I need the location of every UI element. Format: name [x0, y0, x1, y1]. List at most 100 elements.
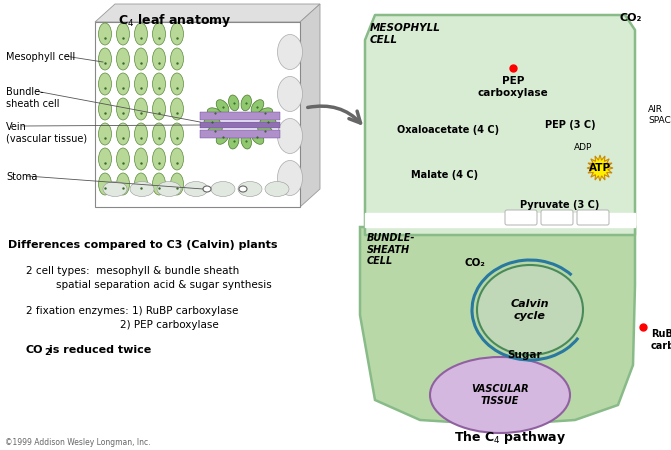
Ellipse shape [134, 123, 148, 145]
Polygon shape [360, 227, 635, 425]
Text: 2 fixation enzymes: 1) RuBP carboxylase: 2 fixation enzymes: 1) RuBP carboxylase [26, 306, 238, 316]
Text: Malate (4 C): Malate (4 C) [411, 170, 478, 180]
Ellipse shape [117, 123, 130, 145]
Ellipse shape [99, 23, 111, 45]
Text: is reduced twice: is reduced twice [49, 345, 151, 355]
Ellipse shape [204, 117, 220, 127]
Ellipse shape [134, 148, 148, 170]
Ellipse shape [170, 23, 183, 45]
Text: ATP: ATP [589, 163, 611, 173]
Text: CO: CO [26, 345, 44, 355]
Ellipse shape [152, 123, 166, 145]
Text: Differences compared to C3 (Calvin) plants: Differences compared to C3 (Calvin) plan… [8, 240, 278, 250]
Ellipse shape [241, 133, 252, 149]
FancyBboxPatch shape [200, 122, 280, 128]
Ellipse shape [203, 186, 211, 192]
Ellipse shape [103, 181, 127, 197]
Text: 2 cell types:  mesophyll & bundle sheath: 2 cell types: mesophyll & bundle sheath [26, 266, 240, 276]
Polygon shape [95, 4, 320, 22]
Text: Oxaloacetate (4 C): Oxaloacetate (4 C) [397, 125, 499, 135]
Text: BUNDLE-
SHEATH
CELL: BUNDLE- SHEATH CELL [367, 233, 415, 266]
Ellipse shape [117, 23, 130, 45]
Ellipse shape [134, 23, 148, 45]
Ellipse shape [134, 48, 148, 70]
Text: AIR
SPACE: AIR SPACE [648, 105, 671, 125]
Ellipse shape [184, 181, 208, 197]
Text: VASCULAR
TISSUE: VASCULAR TISSUE [471, 384, 529, 406]
Ellipse shape [117, 48, 130, 70]
Ellipse shape [216, 100, 229, 114]
Ellipse shape [207, 108, 222, 119]
Text: spatial separation acid & sugar synthesis: spatial separation acid & sugar synthesi… [56, 280, 272, 290]
Ellipse shape [477, 265, 583, 355]
Ellipse shape [99, 123, 111, 145]
Ellipse shape [170, 148, 183, 170]
Text: CO₂: CO₂ [464, 258, 485, 268]
FancyBboxPatch shape [200, 112, 280, 120]
Text: Bundle-
sheath cell: Bundle- sheath cell [6, 87, 60, 108]
Ellipse shape [170, 48, 183, 70]
Ellipse shape [99, 148, 111, 170]
Ellipse shape [152, 48, 166, 70]
Polygon shape [300, 4, 320, 207]
Polygon shape [365, 15, 635, 235]
Text: ADP: ADP [574, 144, 592, 153]
Ellipse shape [152, 98, 166, 120]
Ellipse shape [260, 117, 276, 127]
Text: Stoma: Stoma [6, 172, 38, 182]
Ellipse shape [229, 95, 239, 111]
Text: Calvin
cycle: Calvin cycle [511, 299, 550, 321]
Ellipse shape [430, 357, 570, 433]
Ellipse shape [99, 73, 111, 95]
Ellipse shape [117, 148, 130, 170]
Ellipse shape [117, 98, 130, 120]
Ellipse shape [251, 130, 264, 144]
Text: ©1999 Addison Wesley Longman, Inc.: ©1999 Addison Wesley Longman, Inc. [5, 438, 150, 447]
FancyBboxPatch shape [541, 210, 573, 225]
Text: Vein
(vascular tissue): Vein (vascular tissue) [6, 122, 87, 144]
Ellipse shape [278, 118, 303, 153]
Ellipse shape [134, 73, 148, 95]
Ellipse shape [99, 173, 111, 195]
Ellipse shape [152, 73, 166, 95]
Ellipse shape [117, 173, 130, 195]
Ellipse shape [216, 130, 229, 144]
Text: PEP
carboxylase: PEP carboxylase [478, 76, 548, 98]
Ellipse shape [117, 73, 130, 95]
Ellipse shape [278, 161, 303, 195]
Ellipse shape [170, 73, 183, 95]
Text: 2) PEP carboxylase: 2) PEP carboxylase [120, 320, 219, 330]
Ellipse shape [265, 181, 289, 197]
Ellipse shape [170, 123, 183, 145]
Ellipse shape [134, 98, 148, 120]
Ellipse shape [238, 181, 262, 197]
Ellipse shape [130, 181, 154, 197]
Ellipse shape [241, 95, 252, 111]
Text: MESOPHYLL
CELL: MESOPHYLL CELL [370, 23, 441, 45]
FancyBboxPatch shape [200, 130, 280, 138]
FancyBboxPatch shape [365, 213, 635, 227]
Text: PEP (3 C): PEP (3 C) [545, 120, 595, 130]
Text: Pyruvate (3 C): Pyruvate (3 C) [520, 200, 600, 210]
Text: The C$_4$ pathway: The C$_4$ pathway [454, 428, 566, 446]
Ellipse shape [157, 181, 181, 197]
Ellipse shape [278, 76, 303, 112]
Ellipse shape [170, 98, 183, 120]
Ellipse shape [207, 125, 222, 136]
Ellipse shape [239, 186, 247, 192]
Text: C$_4$ leaf anatomy: C$_4$ leaf anatomy [118, 12, 232, 29]
Ellipse shape [152, 148, 166, 170]
Ellipse shape [152, 173, 166, 195]
Ellipse shape [99, 48, 111, 70]
Ellipse shape [258, 108, 272, 119]
Polygon shape [587, 155, 613, 181]
Ellipse shape [170, 173, 183, 195]
Ellipse shape [229, 133, 239, 149]
Ellipse shape [251, 100, 264, 114]
Ellipse shape [258, 125, 272, 136]
FancyBboxPatch shape [577, 210, 609, 225]
Text: 2: 2 [44, 348, 50, 357]
FancyBboxPatch shape [505, 210, 537, 225]
Ellipse shape [99, 98, 111, 120]
Text: Mesophyll cell: Mesophyll cell [6, 52, 75, 62]
